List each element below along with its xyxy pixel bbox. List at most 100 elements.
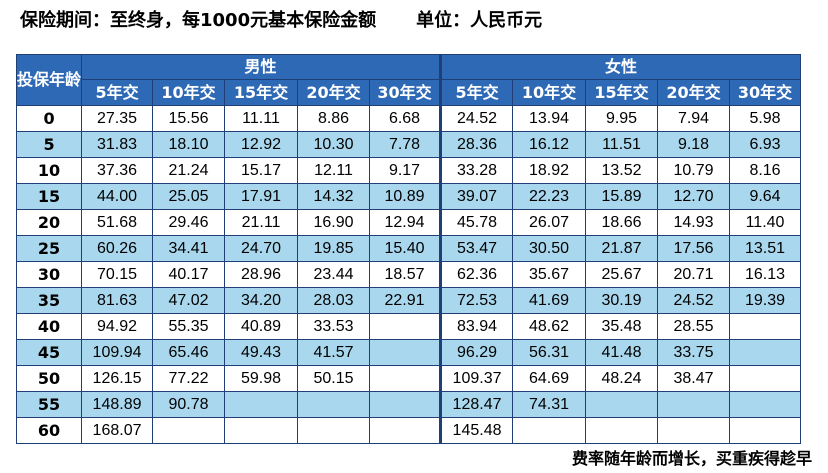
- male-rate-cell: 15.40: [369, 235, 442, 262]
- female-rate-cell: 26.07: [512, 209, 587, 236]
- male-rate-cell: 90.78: [152, 391, 226, 418]
- age-cell: 5: [15, 131, 83, 158]
- female-rate-cell: 48.62: [512, 313, 587, 340]
- male-rate-cell: 49.43: [224, 339, 299, 366]
- female-rate-cell: 30.50: [512, 235, 587, 262]
- age-cell: 35: [15, 287, 83, 314]
- female-rate-cell: 18.92: [512, 157, 587, 184]
- female-rate-cell: 72.53: [439, 287, 514, 314]
- male-rate-cell: 17.91: [224, 183, 299, 210]
- male-rate-cell: 21.11: [224, 209, 299, 236]
- female-rate-cell: 24.52: [657, 287, 731, 314]
- female-rate-cell: 6.93: [729, 131, 802, 158]
- female-rate-cell: 74.31: [512, 391, 587, 418]
- age-cell: 0: [15, 105, 83, 132]
- female-rate-cell: [585, 391, 659, 418]
- male-rate-cell: 126.15: [81, 365, 154, 392]
- table-row: 55 148.89 90.78 128.47 74.31: [15, 391, 802, 418]
- male-rate-cell: 34.20: [224, 287, 299, 314]
- female-rate-cell: 9.18: [657, 131, 731, 158]
- female-rate-cell: 41.48: [585, 339, 659, 366]
- table-row: 15 44.00 25.05 17.91 14.32 10.89 39.07 22.23 15.…: [15, 183, 802, 210]
- male-rate-cell: 60.26: [81, 235, 154, 262]
- female-rate-cell: 13.52: [585, 157, 659, 184]
- age-cell: 60: [15, 417, 83, 444]
- page-header: 保险期间：至终身，每1000元基本保险金额 单位：人民币元: [20, 6, 542, 36]
- male-rate-cell: [369, 365, 442, 392]
- male-rate-cell: 37.36: [81, 157, 154, 184]
- male-rate-cell: 28.96: [224, 261, 299, 288]
- female-rate-cell: 45.78: [439, 209, 514, 236]
- male-rate-cell: 25.05: [152, 183, 226, 210]
- female-rate-cell: 30.19: [585, 287, 659, 314]
- female-rate-cell: 83.94: [439, 313, 514, 340]
- female-rate-cell: 25.67: [585, 261, 659, 288]
- table-row: 5 31.83 18.10 12.92 10.30 7.78 28.36 16.12 11.51…: [15, 131, 802, 158]
- male-rate-cell: 168.07: [81, 417, 154, 444]
- age-column-header: 投保年龄: [15, 54, 83, 106]
- female-rate-cell: 22.23: [512, 183, 587, 210]
- male-rate-cell: 47.02: [152, 287, 226, 314]
- male-rate-cell: [224, 417, 299, 444]
- age-cell: 10: [15, 157, 83, 184]
- female-rate-cell: 33.28: [439, 157, 514, 184]
- male-rate-cell: 8.86: [297, 105, 371, 132]
- male-rate-cell: 15.17: [224, 157, 299, 184]
- female-rate-cell: 20.71: [657, 261, 731, 288]
- female-rate-cell: [585, 417, 659, 444]
- female-rate-cell: 56.31: [512, 339, 587, 366]
- table-row: 60 168.07 145.48: [15, 417, 802, 444]
- female-rate-cell: 10.79: [657, 157, 731, 184]
- male-rate-cell: 41.57: [297, 339, 371, 366]
- female-rate-cell: 14.93: [657, 209, 731, 236]
- table-row: 50 126.15 77.22 59.98 50.15 109.37 64.69 48.24 3…: [15, 365, 802, 392]
- female-rate-cell: [729, 365, 802, 392]
- male-rate-cell: 12.11: [297, 157, 371, 184]
- female-term-header: 5年交: [439, 79, 514, 106]
- male-term-header: 5年交: [81, 79, 154, 106]
- male-rate-cell: 12.94: [369, 209, 442, 236]
- male-term-header: 10年交: [152, 79, 226, 106]
- female-rate-cell: 5.98: [729, 105, 802, 132]
- footer-note: 费率随年龄而增长，买重疾得趁早: [571, 449, 812, 468]
- male-rate-cell: 14.32: [297, 183, 371, 210]
- male-rate-cell: 29.46: [152, 209, 226, 236]
- male-rate-cell: 11.11: [224, 105, 299, 132]
- male-rate-cell: 94.92: [81, 313, 154, 340]
- male-rate-cell: [369, 339, 442, 366]
- female-rate-cell: [512, 417, 587, 444]
- male-rate-cell: 18.57: [369, 261, 442, 288]
- female-rate-cell: [729, 391, 802, 418]
- female-term-header: 20年交: [657, 79, 731, 106]
- female-rate-cell: 109.37: [439, 365, 514, 392]
- table-row: 20 51.68 29.46 21.11 16.90 12.94 45.78 26.07 18.…: [15, 209, 802, 236]
- female-rate-cell: 35.48: [585, 313, 659, 340]
- male-rate-cell: 44.00: [81, 183, 154, 210]
- table-row: 10 37.36 21.24 15.17 12.11 9.17 33.28 18.92 13.5…: [15, 157, 802, 184]
- female-rate-cell: 35.67: [512, 261, 587, 288]
- female-rate-cell: [657, 417, 731, 444]
- female-rate-cell: 16.13: [729, 261, 802, 288]
- male-rate-cell: [152, 417, 226, 444]
- female-rate-cell: 128.47: [439, 391, 514, 418]
- female-rate-cell: 9.95: [585, 105, 659, 132]
- female-rate-cell: 19.39: [729, 287, 802, 314]
- male-rate-cell: 65.46: [152, 339, 226, 366]
- male-rate-cell: 12.92: [224, 131, 299, 158]
- male-rate-cell: 24.70: [224, 235, 299, 262]
- age-cell: 30: [15, 261, 83, 288]
- male-rate-cell: 81.63: [81, 287, 154, 314]
- female-term-header: 15年交: [585, 79, 659, 106]
- male-rate-cell: [224, 391, 299, 418]
- male-rate-cell: 33.53: [297, 313, 371, 340]
- female-rate-cell: 8.16: [729, 157, 802, 184]
- male-rate-cell: 9.17: [369, 157, 442, 184]
- male-rate-cell: 27.35: [81, 105, 154, 132]
- male-rate-cell: 16.90: [297, 209, 371, 236]
- male-rate-cell: 55.35: [152, 313, 226, 340]
- male-rate-cell: 10.89: [369, 183, 442, 210]
- coverage-title: 保险期间：至终身，每1000元基本保险金额: [20, 10, 377, 31]
- female-term-header: 30年交: [729, 79, 802, 106]
- table-row: 35 81.63 47.02 34.20 28.03 22.91 72.53 41.69 30.…: [15, 287, 802, 314]
- female-group-header: 女性: [439, 54, 802, 80]
